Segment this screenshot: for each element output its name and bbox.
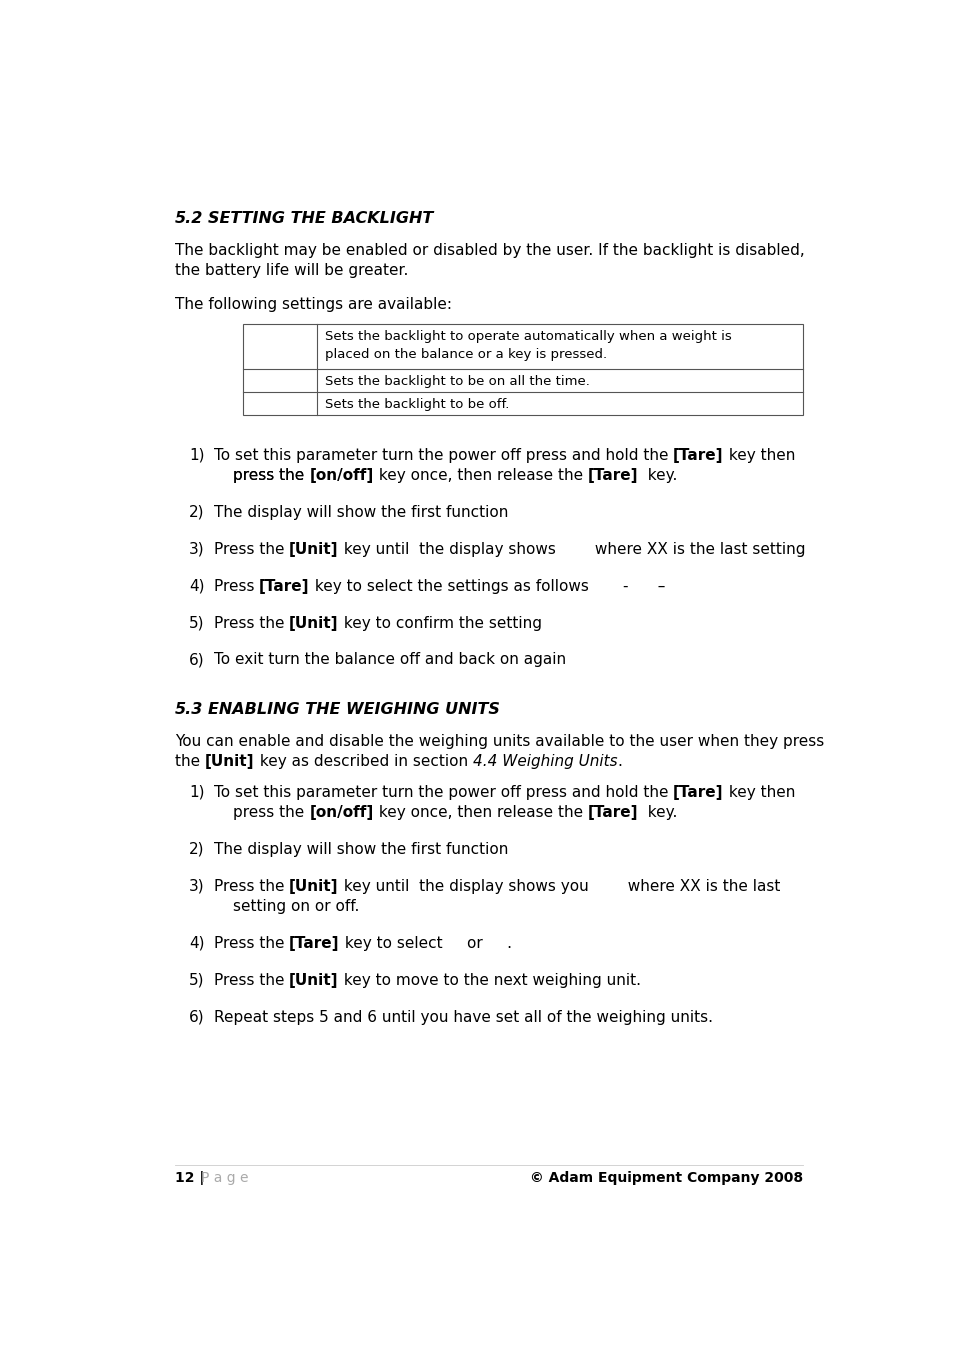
Text: To set this parameter turn the power off press and hold the: To set this parameter turn the power off… <box>213 784 673 801</box>
Text: setting on or off.: setting on or off. <box>233 899 359 914</box>
Text: To set this parameter turn the power off press and hold the: To set this parameter turn the power off… <box>213 448 673 463</box>
Text: [Unit]: [Unit] <box>289 879 338 894</box>
Text: To exit turn the balance off and back on again: To exit turn the balance off and back on… <box>213 652 565 667</box>
Text: Sets the backlight to be on all the time.: Sets the backlight to be on all the time… <box>324 374 589 387</box>
Text: placed on the balance or a key is pressed.: placed on the balance or a key is presse… <box>324 347 606 360</box>
Text: Repeat steps 5 and 6 until you have set all of the weighing units.: Repeat steps 5 and 6 until you have set … <box>213 1010 712 1025</box>
Text: key then: key then <box>723 784 794 801</box>
Text: [Tare]: [Tare] <box>587 805 638 819</box>
Text: © Adam Equipment Company 2008: © Adam Equipment Company 2008 <box>529 1170 802 1185</box>
Text: The backlight may be enabled or disabled by the user. If the backlight is disabl: The backlight may be enabled or disabled… <box>174 243 804 258</box>
Text: 1): 1) <box>189 448 204 463</box>
Text: key once, then release the: key once, then release the <box>374 467 587 483</box>
Text: [Tare]: [Tare] <box>289 936 339 950</box>
Text: 4): 4) <box>189 579 204 594</box>
Text: Press: Press <box>213 579 259 594</box>
Text: 5.3: 5.3 <box>174 702 203 717</box>
Text: the: the <box>174 755 205 770</box>
Text: press the: press the <box>233 805 309 819</box>
Text: key.: key. <box>638 805 677 819</box>
Text: 4.4 Weighing Units: 4.4 Weighing Units <box>472 755 617 770</box>
Text: Press the: Press the <box>213 541 289 556</box>
Text: You can enable and disable the weighing units available to the user when they pr: You can enable and disable the weighing … <box>174 734 823 749</box>
Text: key to move to the next weighing unit.: key to move to the next weighing unit. <box>338 973 640 988</box>
Text: key until  the display shows        where XX is the last setting: key until the display shows where XX is … <box>338 541 804 556</box>
Text: 12 |: 12 | <box>174 1170 209 1185</box>
Text: [Unit]: [Unit] <box>289 973 338 988</box>
Text: Press the: Press the <box>213 936 289 950</box>
Text: key to select the settings as follows       -      –: key to select the settings as follows - … <box>310 579 664 594</box>
Text: Press the: Press the <box>213 616 289 630</box>
Text: [Unit]: [Unit] <box>289 541 338 556</box>
Text: P a g e: P a g e <box>200 1170 248 1185</box>
Text: The display will show the first function: The display will show the first function <box>213 842 508 857</box>
Text: ENABLING THE WEIGHING UNITS: ENABLING THE WEIGHING UNITS <box>208 702 499 717</box>
Text: press the: press the <box>233 467 309 483</box>
Text: key to confirm the setting: key to confirm the setting <box>338 616 541 630</box>
Text: SETTING THE BACKLIGHT: SETTING THE BACKLIGHT <box>208 211 433 225</box>
Text: 4): 4) <box>189 936 204 950</box>
Text: [Tare]: [Tare] <box>673 784 723 801</box>
Text: key.: key. <box>638 467 677 483</box>
Text: 2): 2) <box>189 842 204 857</box>
Text: .: . <box>617 755 621 770</box>
Text: [Unit]: [Unit] <box>289 616 338 630</box>
Text: 2): 2) <box>189 505 204 520</box>
Text: [on/off]: [on/off] <box>309 805 374 819</box>
Text: The display will show the first function: The display will show the first function <box>213 505 508 520</box>
Text: [Tare]: [Tare] <box>587 467 638 483</box>
Text: Sets the backlight to operate automatically when a weight is: Sets the backlight to operate automatica… <box>324 329 731 343</box>
Text: Press the: Press the <box>213 879 289 894</box>
Text: Press the: Press the <box>213 973 289 988</box>
Text: The following settings are available:: The following settings are available: <box>174 297 452 312</box>
Text: key once, then release the: key once, then release the <box>374 805 587 819</box>
Text: 5): 5) <box>189 973 204 988</box>
Text: key then: key then <box>723 448 794 463</box>
Text: Sets the backlight to be off.: Sets the backlight to be off. <box>324 398 509 410</box>
Text: 5.2: 5.2 <box>174 211 203 225</box>
Text: the battery life will be greater.: the battery life will be greater. <box>174 263 408 278</box>
Text: [Tare]: [Tare] <box>673 448 723 463</box>
Text: 3): 3) <box>189 541 204 556</box>
Text: 6): 6) <box>189 652 204 667</box>
Text: key to select     or     .: key to select or . <box>339 936 511 950</box>
Text: [on/off]: [on/off] <box>309 467 374 483</box>
Text: 3): 3) <box>189 879 204 894</box>
Text: press the: press the <box>233 467 309 483</box>
Text: [Tare]: [Tare] <box>259 579 310 594</box>
Text: 5): 5) <box>189 616 204 630</box>
Text: 1): 1) <box>189 784 204 801</box>
Text: 6): 6) <box>189 1010 204 1025</box>
Text: [Unit]: [Unit] <box>205 755 254 770</box>
Text: key until  the display shows you        where XX is the last: key until the display shows you where XX… <box>338 879 780 894</box>
Bar <box>243 324 802 416</box>
Text: key as described in section: key as described in section <box>254 755 472 770</box>
